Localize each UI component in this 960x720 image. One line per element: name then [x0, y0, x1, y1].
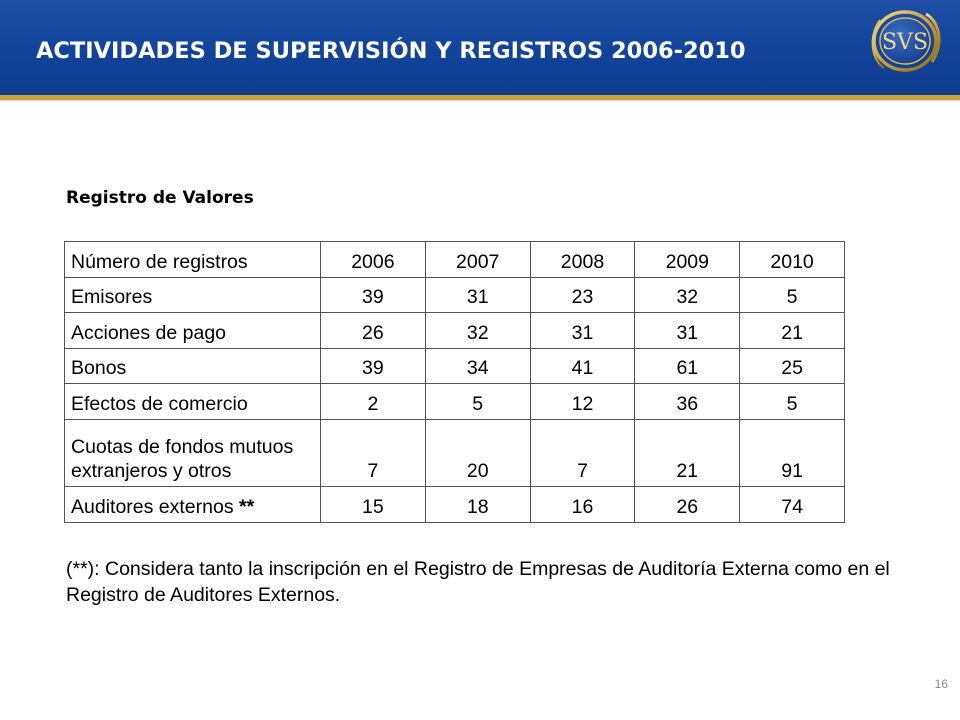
- table-row: Auditores externos ** 15 18 16 26 74: [64, 485, 845, 523]
- table-cell: 21: [634, 418, 741, 487]
- table-cell: 91: [739, 418, 845, 487]
- table-header-row: Número de registros 2006 2007 2008 2009 …: [64, 241, 845, 278]
- table-cell: 7: [320, 418, 426, 487]
- table-cell: 20: [424, 418, 531, 487]
- header-gold-rule: [0, 95, 960, 100]
- table-cell: 32: [634, 276, 741, 314]
- row-label: Bonos: [64, 347, 321, 385]
- table-row: Cuotas de fondos mutuos extranjeros y ot…: [64, 418, 845, 487]
- table-row: Bonos 39 34 41 61 25: [64, 347, 845, 385]
- table-cell: 7: [529, 418, 636, 487]
- table-cell: 41: [529, 347, 636, 385]
- table-cell: 18: [424, 485, 531, 523]
- year-header: 2009: [634, 241, 741, 278]
- table-cell: 5: [739, 383, 845, 420]
- table-header-label: Número de registros: [64, 241, 321, 278]
- row-label: Auditores externos **: [64, 485, 321, 523]
- registry-table: Número de registros 2006 2007 2008 2009 …: [64, 241, 845, 523]
- table-cell: 23: [529, 276, 636, 314]
- table-cell: 5: [424, 383, 531, 420]
- table-cell: 32: [424, 312, 531, 349]
- page-number: 16: [934, 677, 948, 691]
- table-cell: 39: [320, 276, 426, 314]
- row-label: Efectos de comercio: [64, 383, 321, 420]
- table-cell: 26: [320, 312, 426, 349]
- table-row: Emisores 39 31 23 32 5: [64, 276, 845, 314]
- table-cell: 12: [529, 383, 636, 420]
- footnote-text: : Considera tanto la inscripción en el R…: [66, 558, 890, 606]
- table-cell: 26: [634, 485, 741, 523]
- header-shadow-rule: [0, 100, 960, 103]
- footnote-reference: **: [239, 495, 255, 518]
- table-cell: 21: [739, 312, 845, 349]
- footnote: (**): Considera tanto la inscripción en …: [66, 556, 926, 608]
- table-cell: 31: [634, 312, 741, 349]
- section-title: Registro de Valores: [66, 188, 254, 208]
- row-label-text: Auditores externos: [71, 495, 234, 518]
- footnote-marker: (**): [66, 558, 95, 580]
- table-cell: 39: [320, 347, 426, 385]
- year-header: 2006: [320, 241, 426, 278]
- table-cell: 16: [529, 485, 636, 523]
- year-header: 2008: [529, 241, 636, 278]
- table-cell: 15: [320, 485, 426, 523]
- table-cell: 34: [424, 347, 531, 385]
- table-cell: 25: [739, 347, 845, 385]
- page-title: ACTIVIDADES DE SUPERVISIÓN Y REGISTROS 2…: [36, 38, 746, 64]
- table-cell: 5: [739, 276, 845, 314]
- header-bar: [0, 0, 960, 95]
- logo-text: SVS: [882, 30, 928, 55]
- table-cell: 31: [424, 276, 531, 314]
- row-label: Cuotas de fondos mutuos extranjeros y ot…: [64, 418, 321, 487]
- svs-logo: SVS: [871, 10, 941, 72]
- row-label: Acciones de pago: [64, 312, 321, 349]
- table-cell: 2: [320, 383, 426, 420]
- table-cell: 61: [634, 347, 741, 385]
- table-cell: 74: [739, 485, 845, 523]
- year-header: 2007: [424, 241, 531, 278]
- table-row: Acciones de pago 26 32 31 31 21: [64, 312, 845, 349]
- table-cell: 31: [529, 312, 636, 349]
- year-header: 2010: [739, 241, 845, 278]
- row-label: Emisores: [64, 276, 321, 314]
- table-cell: 36: [634, 383, 741, 420]
- table-row: Efectos de comercio 2 5 12 36 5: [64, 383, 845, 420]
